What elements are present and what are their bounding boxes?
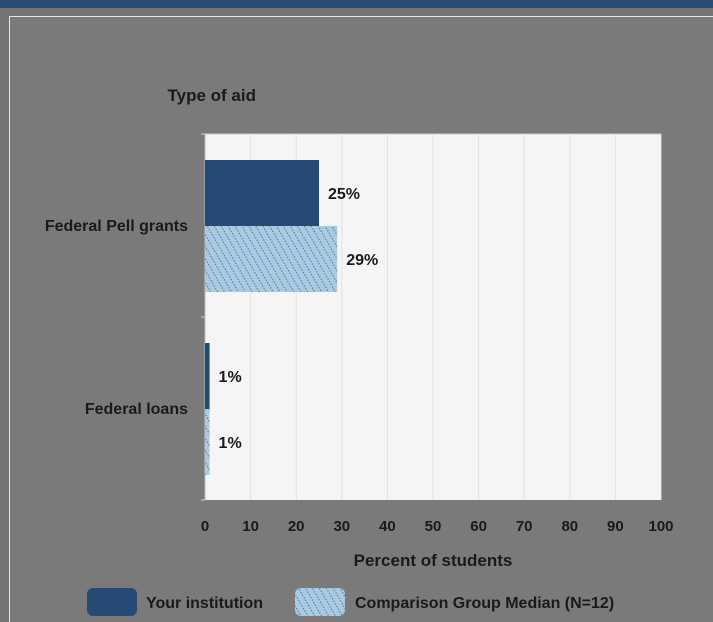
category-label-0: Federal Pell grants xyxy=(45,218,188,235)
header-rule xyxy=(0,0,713,8)
legend-swatch-your-institution[interactable] xyxy=(87,588,137,616)
x-tick-label-40: 40 xyxy=(379,518,396,535)
data-label-institution-1: 1% xyxy=(219,369,242,386)
x-axis-ticks: 0 10 20 30 40 50 60 70 80 90 100 xyxy=(201,518,674,535)
bar-comparison-1[interactable] xyxy=(205,409,210,475)
x-tick-label-60: 60 xyxy=(470,518,487,535)
x-tick-label-90: 90 xyxy=(607,518,624,535)
bar-institution-0[interactable] xyxy=(205,160,319,226)
x-axis-label: Percent of students xyxy=(354,551,513,570)
x-tick-label-50: 50 xyxy=(425,518,442,535)
legend-label-comparison[interactable]: Comparison Group Median (N=12) xyxy=(355,595,614,612)
chart-title: Type of aid xyxy=(168,86,256,105)
data-label-comparison-0: 29% xyxy=(346,252,378,269)
gridlines xyxy=(201,133,662,501)
category-label-1: Federal loans xyxy=(85,401,188,418)
x-tick-label-10: 10 xyxy=(242,518,259,535)
category-labels: Federal Pell grants Federal loans xyxy=(45,218,188,418)
legend-label-your-institution[interactable]: Your institution xyxy=(146,595,263,612)
bar-comparison-0[interactable] xyxy=(205,226,338,292)
data-label-comparison-1: 1% xyxy=(219,435,242,452)
x-tick-label-30: 30 xyxy=(333,518,350,535)
x-tick-label-0: 0 xyxy=(201,518,209,535)
bars-group: 25% 29% 1% 1% xyxy=(205,160,378,475)
legend: Your institution Comparison Group Median… xyxy=(87,588,614,616)
data-label-institution-0: 25% xyxy=(328,186,360,203)
legend-swatch-comparison[interactable] xyxy=(295,588,345,616)
x-tick-label-70: 70 xyxy=(516,518,533,535)
bar-institution-1[interactable] xyxy=(205,343,210,409)
x-tick-label-80: 80 xyxy=(561,518,578,535)
x-tick-label-100: 100 xyxy=(648,518,673,535)
x-tick-label-20: 20 xyxy=(288,518,305,535)
